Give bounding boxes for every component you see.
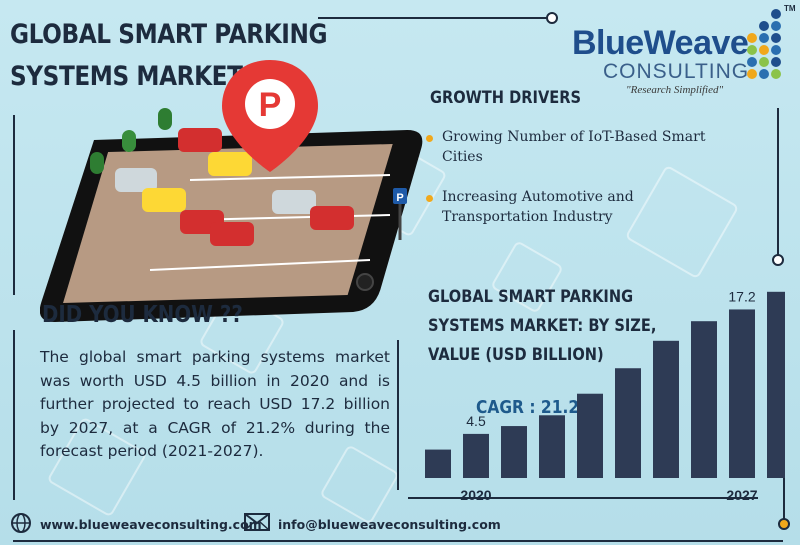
- car-icon: [310, 206, 354, 230]
- globe-icon: [11, 513, 31, 533]
- divider-line: [13, 330, 15, 500]
- divider-line: [318, 17, 550, 19]
- bar: [577, 393, 603, 478]
- bar: [539, 415, 565, 478]
- growth-driver-item: Growing Number of IoT-Based Smart Cities: [442, 129, 706, 165]
- pin-letter: P: [259, 86, 282, 124]
- smart-parking-illustration: P P: [40, 60, 423, 322]
- trademark-mark: TM: [784, 4, 796, 13]
- x-tick-label: 2027: [726, 487, 757, 503]
- car-icon: [210, 222, 254, 246]
- car-icon: [208, 152, 252, 176]
- chart-title: GLOBAL SMART PARKING SYSTEMS MARKET: BY …: [428, 283, 656, 370]
- chart-title-line: SYSTEMS MARKET: BY SIZE,: [428, 316, 657, 336]
- did-you-know-text: The global smart parking systems market …: [40, 348, 390, 460]
- location-pin-icon: P: [222, 60, 318, 172]
- bar: [653, 340, 679, 478]
- logo-dots-icon: [747, 9, 781, 79]
- logo-subtitle: CONSULTING: [603, 60, 750, 83]
- parking-sign-icon: [393, 188, 407, 204]
- car-icon: [178, 128, 222, 152]
- chart-title-line: GLOBAL SMART PARKING: [428, 287, 634, 307]
- logo-wordmark: BlueWeave: [572, 24, 749, 62]
- bar-value-label: 17.2: [728, 288, 755, 304]
- bar: [463, 433, 489, 478]
- line-end-dot: [546, 12, 558, 24]
- car-icon: [142, 188, 186, 212]
- mail-icon: [244, 513, 270, 531]
- bar-chart: 4.5 2020 17.2 2027: [425, 288, 785, 503]
- line-end-dot: [772, 254, 784, 266]
- chart-title-line: VALUE (USD BILLION): [428, 345, 604, 365]
- car-icon: [272, 190, 316, 214]
- page-title: GLOBAL SMART PARKING SYSTEMS MARKET: [10, 14, 328, 98]
- bullet-icon: [426, 135, 433, 142]
- bar: [615, 368, 641, 478]
- bar: [425, 449, 451, 478]
- tree: [90, 152, 104, 174]
- x-tick-label: 2020: [460, 487, 491, 503]
- tree: [122, 130, 136, 152]
- line-end-dot: [778, 518, 790, 530]
- divider-line: [13, 115, 15, 295]
- growth-drivers-title: GROWTH DRIVERS: [430, 88, 582, 108]
- bullet-icon: [426, 195, 433, 202]
- divider-line: [13, 540, 783, 542]
- parking-sign-letter: P: [396, 192, 403, 204]
- cagr-label: CAGR : 21.2%: [476, 397, 595, 418]
- title-line: GLOBAL SMART PARKING: [10, 19, 328, 50]
- bar-value-label: 4.5: [466, 413, 486, 429]
- bar: [691, 321, 717, 478]
- bar: [729, 309, 755, 478]
- bar: [767, 291, 785, 478]
- growth-driver-item: Increasing Automotive and Transportation…: [442, 189, 634, 225]
- email-link[interactable]: info@blueweaveconsulting.com: [278, 517, 501, 532]
- did-you-know-title: DID YOU KNOW ??: [42, 302, 243, 328]
- logo-tagline: "Research Simplified": [626, 84, 724, 96]
- phone-home-button: [356, 273, 374, 291]
- title-line: SYSTEMS MARKET: [10, 61, 243, 92]
- website-link[interactable]: www.blueweaveconsulting.com: [40, 517, 262, 532]
- divider-line: [397, 340, 399, 490]
- car-icon: [115, 168, 157, 192]
- divider-line: [408, 497, 758, 499]
- divider-line: [777, 108, 779, 256]
- tree: [158, 108, 172, 130]
- bar: [501, 426, 527, 478]
